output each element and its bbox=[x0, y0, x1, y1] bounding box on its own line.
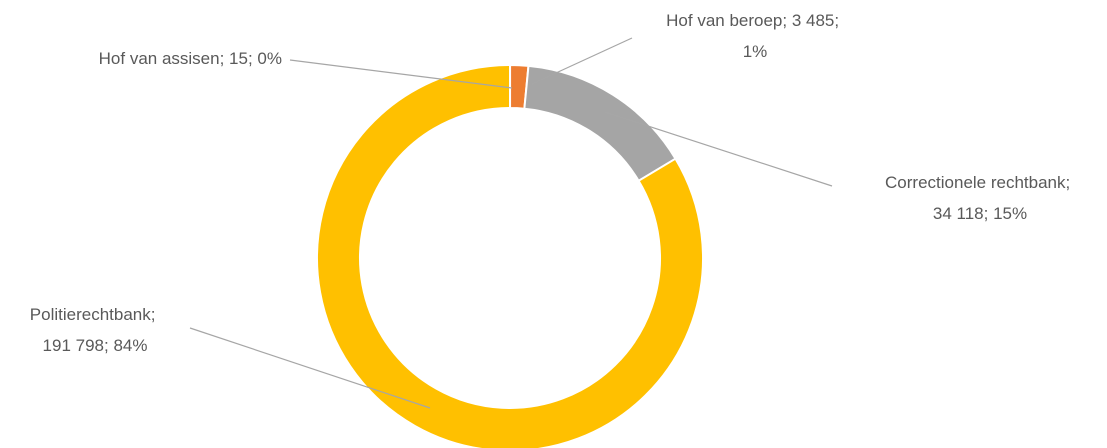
data-label-part: Hof van beroep bbox=[666, 11, 782, 30]
data-label: 1% bbox=[743, 42, 768, 61]
data-label: 191 798; 84% bbox=[43, 336, 148, 355]
data-label-part: ; bbox=[104, 336, 113, 355]
data-label: Correctionele rechtbank; bbox=[885, 173, 1075, 192]
data-label-part: 15 bbox=[229, 49, 248, 68]
data-label-part: ; bbox=[248, 49, 257, 68]
data-label-part: 84% bbox=[113, 336, 147, 355]
data-label-part: Politierechtbank bbox=[30, 305, 151, 324]
data-label: 34 118; 15% bbox=[933, 204, 1027, 223]
data-label-part: 1% bbox=[743, 42, 768, 61]
data-label-part: 3 485 bbox=[792, 11, 835, 30]
leader-line bbox=[531, 37, 633, 85]
data-label-part: ; bbox=[782, 11, 791, 30]
data-label-part: 34 118 bbox=[933, 204, 984, 223]
data-label-part: ; bbox=[151, 305, 160, 324]
leader-line bbox=[289, 59, 513, 89]
data-label-part: 0% bbox=[257, 49, 282, 68]
donut-slice bbox=[316, 63, 704, 448]
data-label-part: ; bbox=[984, 204, 993, 223]
data-label-part: ; bbox=[1066, 173, 1075, 192]
leader-line bbox=[604, 111, 833, 187]
data-label-part: 15% bbox=[993, 204, 1027, 223]
data-label-part: ; bbox=[220, 49, 229, 68]
leader-line bbox=[189, 327, 431, 409]
data-label-part: Hof van assisen bbox=[99, 49, 220, 68]
data-label-part: 191 798 bbox=[43, 336, 104, 355]
data-label-part: Correctionele rechtbank bbox=[885, 173, 1066, 192]
data-label: Politierechtbank; bbox=[30, 305, 160, 324]
data-label-part: ; bbox=[834, 11, 843, 30]
data-label: Hof van assisen; 15; 0% bbox=[99, 49, 282, 68]
data-label: Hof van beroep; 3 485; bbox=[666, 11, 844, 30]
donut-slice bbox=[523, 64, 677, 183]
